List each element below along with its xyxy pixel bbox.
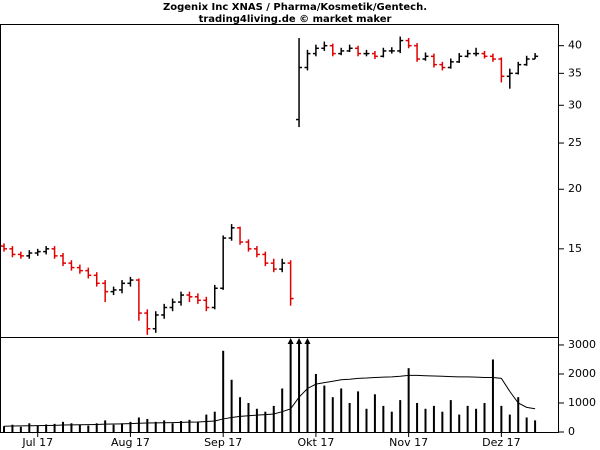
y-tick-label: 3000 bbox=[568, 338, 596, 351]
volume-bar bbox=[95, 423, 98, 432]
y-tick-label: 40 bbox=[568, 39, 582, 52]
volume-bar bbox=[441, 411, 444, 432]
volume-bar bbox=[3, 426, 5, 432]
volume-bar bbox=[373, 394, 376, 432]
volume-bar bbox=[314, 373, 317, 432]
volume-bar bbox=[62, 421, 65, 432]
y-tick-label: 20 bbox=[568, 182, 582, 195]
volume-bar bbox=[171, 423, 174, 432]
volume-bar bbox=[70, 423, 73, 432]
volume-bar bbox=[348, 402, 351, 432]
volume-bar bbox=[508, 414, 511, 432]
volume-bar bbox=[11, 424, 14, 432]
volume-bar bbox=[154, 421, 157, 432]
x-tick-label: Nov 17 bbox=[389, 436, 428, 449]
volume-bar bbox=[163, 420, 166, 432]
volume-bar bbox=[222, 350, 225, 432]
volume-bar bbox=[382, 405, 385, 432]
volume-bar bbox=[45, 424, 48, 432]
chart-title: Zogenix Inc XNAS / Pharma/Kosmetik/Gente… bbox=[163, 2, 427, 13]
clip-arrow bbox=[304, 338, 311, 344]
volume-bar bbox=[491, 359, 494, 432]
volume-bar bbox=[129, 421, 132, 432]
x-tick-label: Dez 17 bbox=[482, 436, 521, 449]
volume-bar bbox=[365, 408, 368, 432]
volume-bar bbox=[146, 418, 149, 432]
clip-arrow bbox=[287, 338, 294, 344]
y-tick-label: 25 bbox=[568, 136, 582, 149]
x-tick-label: Aug 17 bbox=[111, 436, 150, 449]
y-tick-label: 0 bbox=[568, 425, 575, 438]
chart-subtitle: trading4living.de © market maker bbox=[199, 14, 392, 25]
volume-bar bbox=[517, 397, 520, 432]
volume-bar bbox=[340, 388, 343, 432]
volume-bar bbox=[534, 420, 537, 432]
volume-average bbox=[3, 374, 536, 427]
volume-bar bbox=[180, 420, 183, 432]
volume-bar bbox=[458, 414, 461, 432]
volume-bar bbox=[306, 340, 309, 432]
volume-bar bbox=[281, 388, 284, 432]
volume-bar bbox=[289, 340, 292, 432]
volume-bar bbox=[36, 425, 39, 432]
volume-bar bbox=[525, 417, 528, 432]
volume-bar bbox=[357, 391, 360, 432]
volume-bar bbox=[264, 411, 267, 432]
volume-bar bbox=[298, 340, 301, 432]
volume-bar bbox=[87, 425, 90, 432]
y-tick-label: 30 bbox=[568, 98, 582, 111]
volume-bar bbox=[112, 424, 115, 432]
volume-bar bbox=[53, 423, 56, 432]
volume-bar bbox=[19, 426, 22, 432]
volume-bar bbox=[196, 421, 199, 432]
volume-bar bbox=[323, 385, 326, 432]
volume-bar bbox=[424, 408, 427, 432]
volume-bar bbox=[247, 402, 250, 432]
volume-panel bbox=[0, 337, 559, 433]
y-tick-label: 2000 bbox=[568, 367, 596, 380]
volume-bar bbox=[104, 420, 107, 432]
volume-bar bbox=[28, 423, 31, 432]
volume-bar bbox=[475, 408, 478, 432]
y-tick-label: 35 bbox=[568, 66, 582, 79]
clip-arrow bbox=[296, 338, 303, 344]
x-tick-label: Sep 17 bbox=[204, 436, 242, 449]
volume-bar bbox=[416, 402, 419, 432]
volume-bar bbox=[399, 400, 402, 432]
volume-bar bbox=[239, 397, 242, 432]
volume-bar bbox=[432, 405, 435, 432]
volume-bar bbox=[137, 417, 140, 432]
x-tick-label: Jul 17 bbox=[21, 436, 53, 449]
y-tick-label: 1000 bbox=[568, 396, 596, 409]
volume-bar bbox=[483, 402, 486, 432]
volume-bar bbox=[205, 414, 208, 432]
volume-bar bbox=[407, 368, 410, 432]
volume-bar bbox=[230, 379, 233, 432]
volume-bar bbox=[331, 397, 334, 432]
y-tick-label: 15 bbox=[568, 242, 582, 255]
volume-bar bbox=[500, 405, 503, 432]
x-tick-label: Okt 17 bbox=[297, 436, 334, 449]
volume-bar bbox=[255, 408, 258, 432]
volume-bar bbox=[390, 411, 393, 432]
volume-bar bbox=[188, 419, 191, 432]
volume-bar bbox=[213, 411, 216, 432]
volume-bar bbox=[466, 405, 469, 432]
volume-bar bbox=[78, 424, 81, 432]
volume-bar bbox=[121, 423, 124, 432]
volume-bar bbox=[272, 405, 275, 432]
volume-bar bbox=[449, 400, 452, 432]
